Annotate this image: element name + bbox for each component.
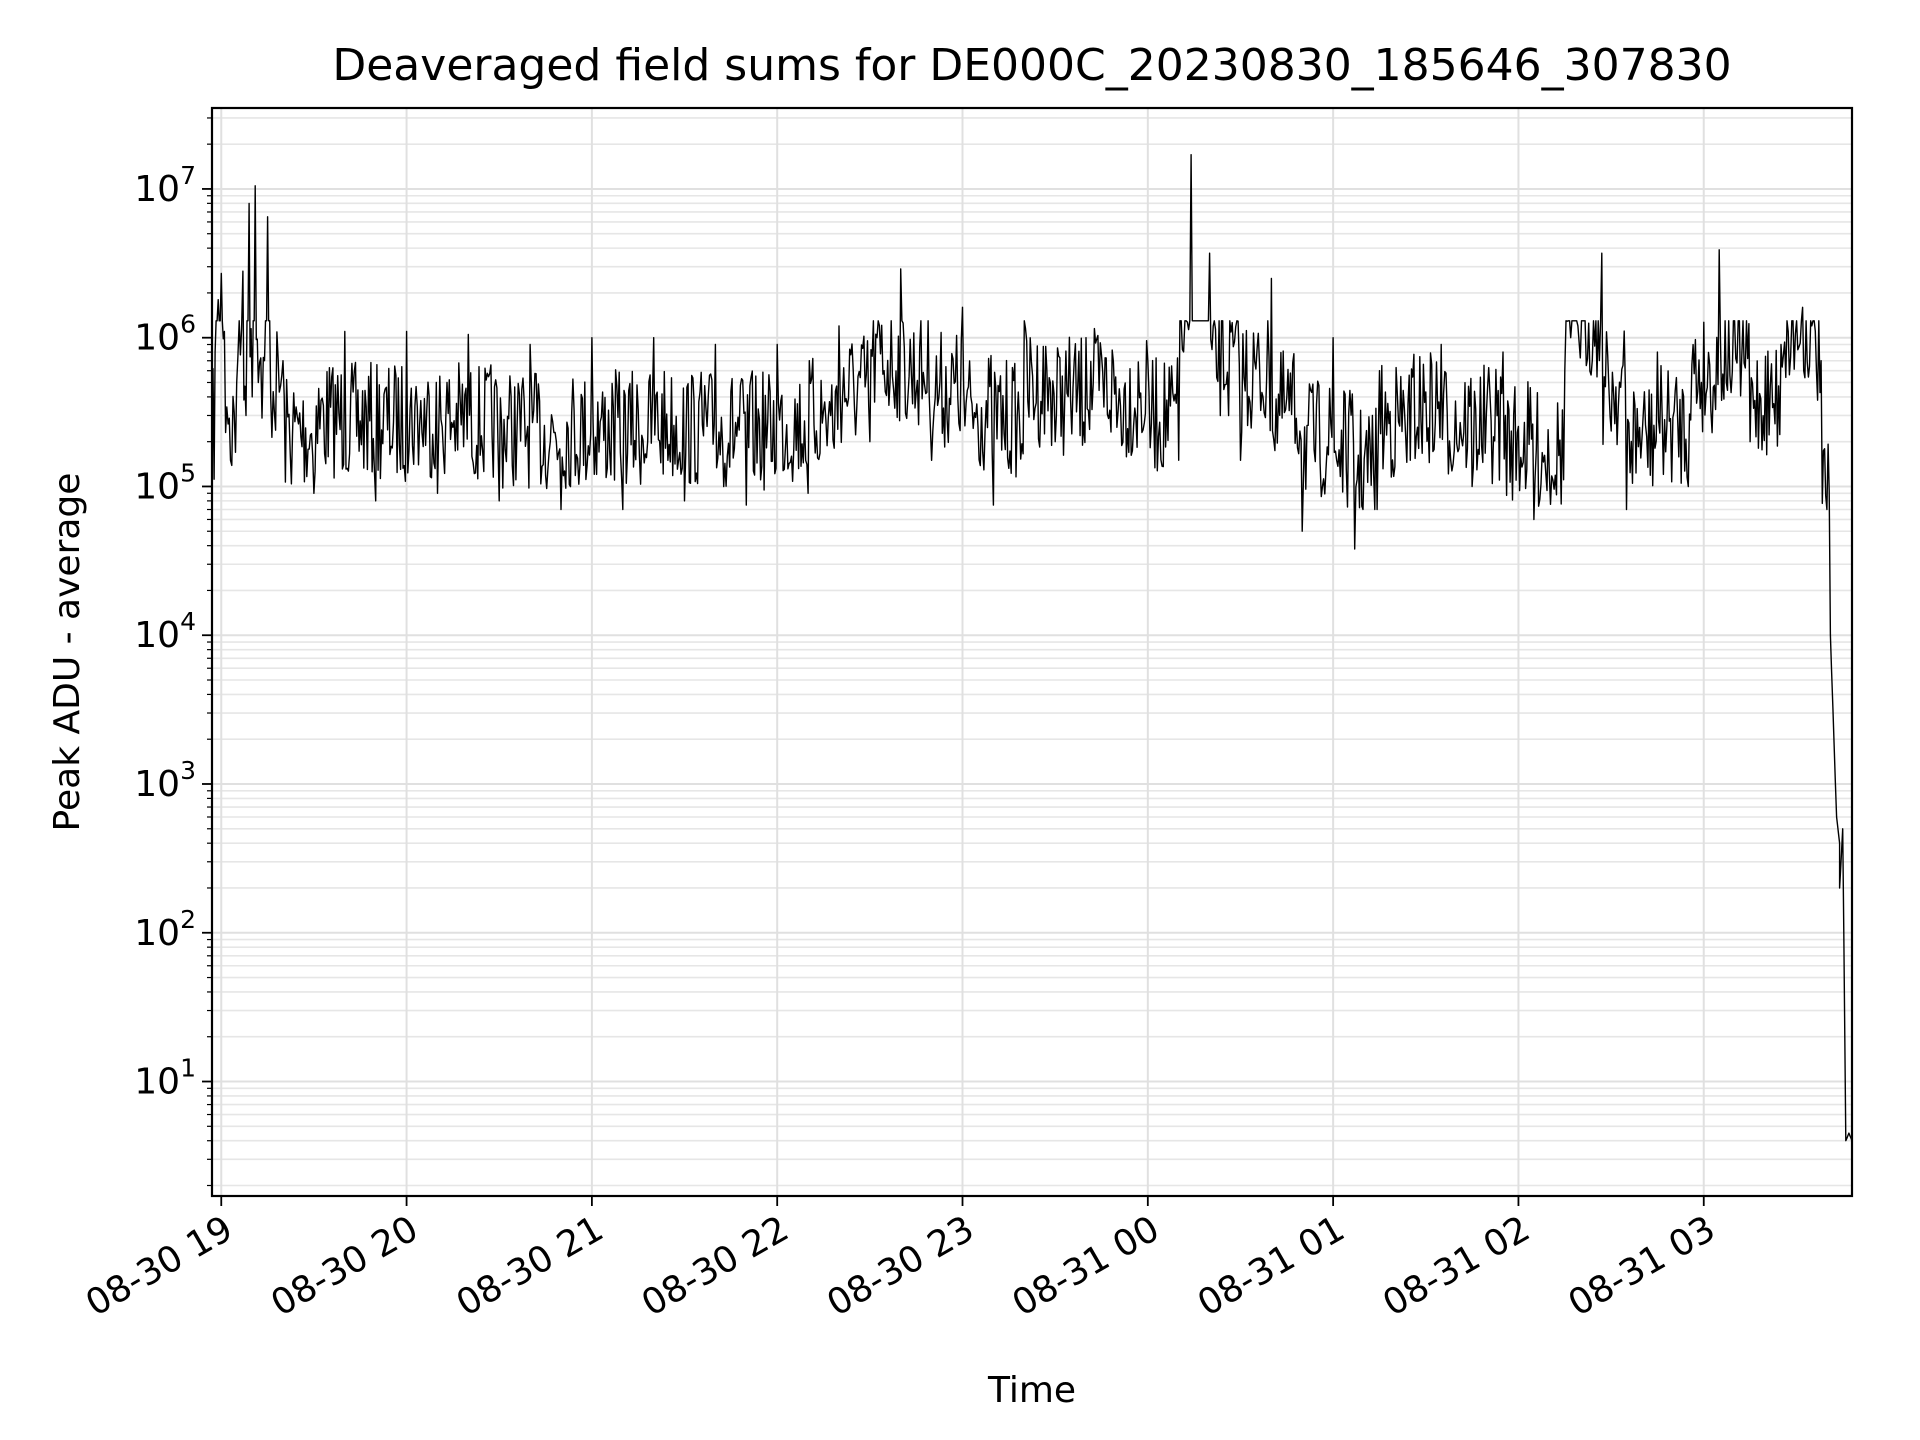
y-tick-label: 102 — [134, 905, 196, 954]
y-tick-label: 107 — [134, 161, 196, 210]
y-tick-label: 101 — [134, 1054, 196, 1103]
y-tick-label: 105 — [134, 458, 196, 507]
series-line — [211, 154, 1853, 1142]
chart-title: Deaveraged field sums for DE000C_2023083… — [332, 40, 1731, 91]
grid — [212, 108, 1852, 1196]
y-tick-label: 106 — [134, 310, 196, 359]
y-tick-label: 104 — [134, 607, 196, 656]
x-axis-label: Time — [987, 1370, 1076, 1411]
y-tick-label: 103 — [134, 756, 196, 805]
y-axis-label: Peak ADU - average — [47, 473, 88, 832]
plot-frame — [210, 106, 1854, 1198]
